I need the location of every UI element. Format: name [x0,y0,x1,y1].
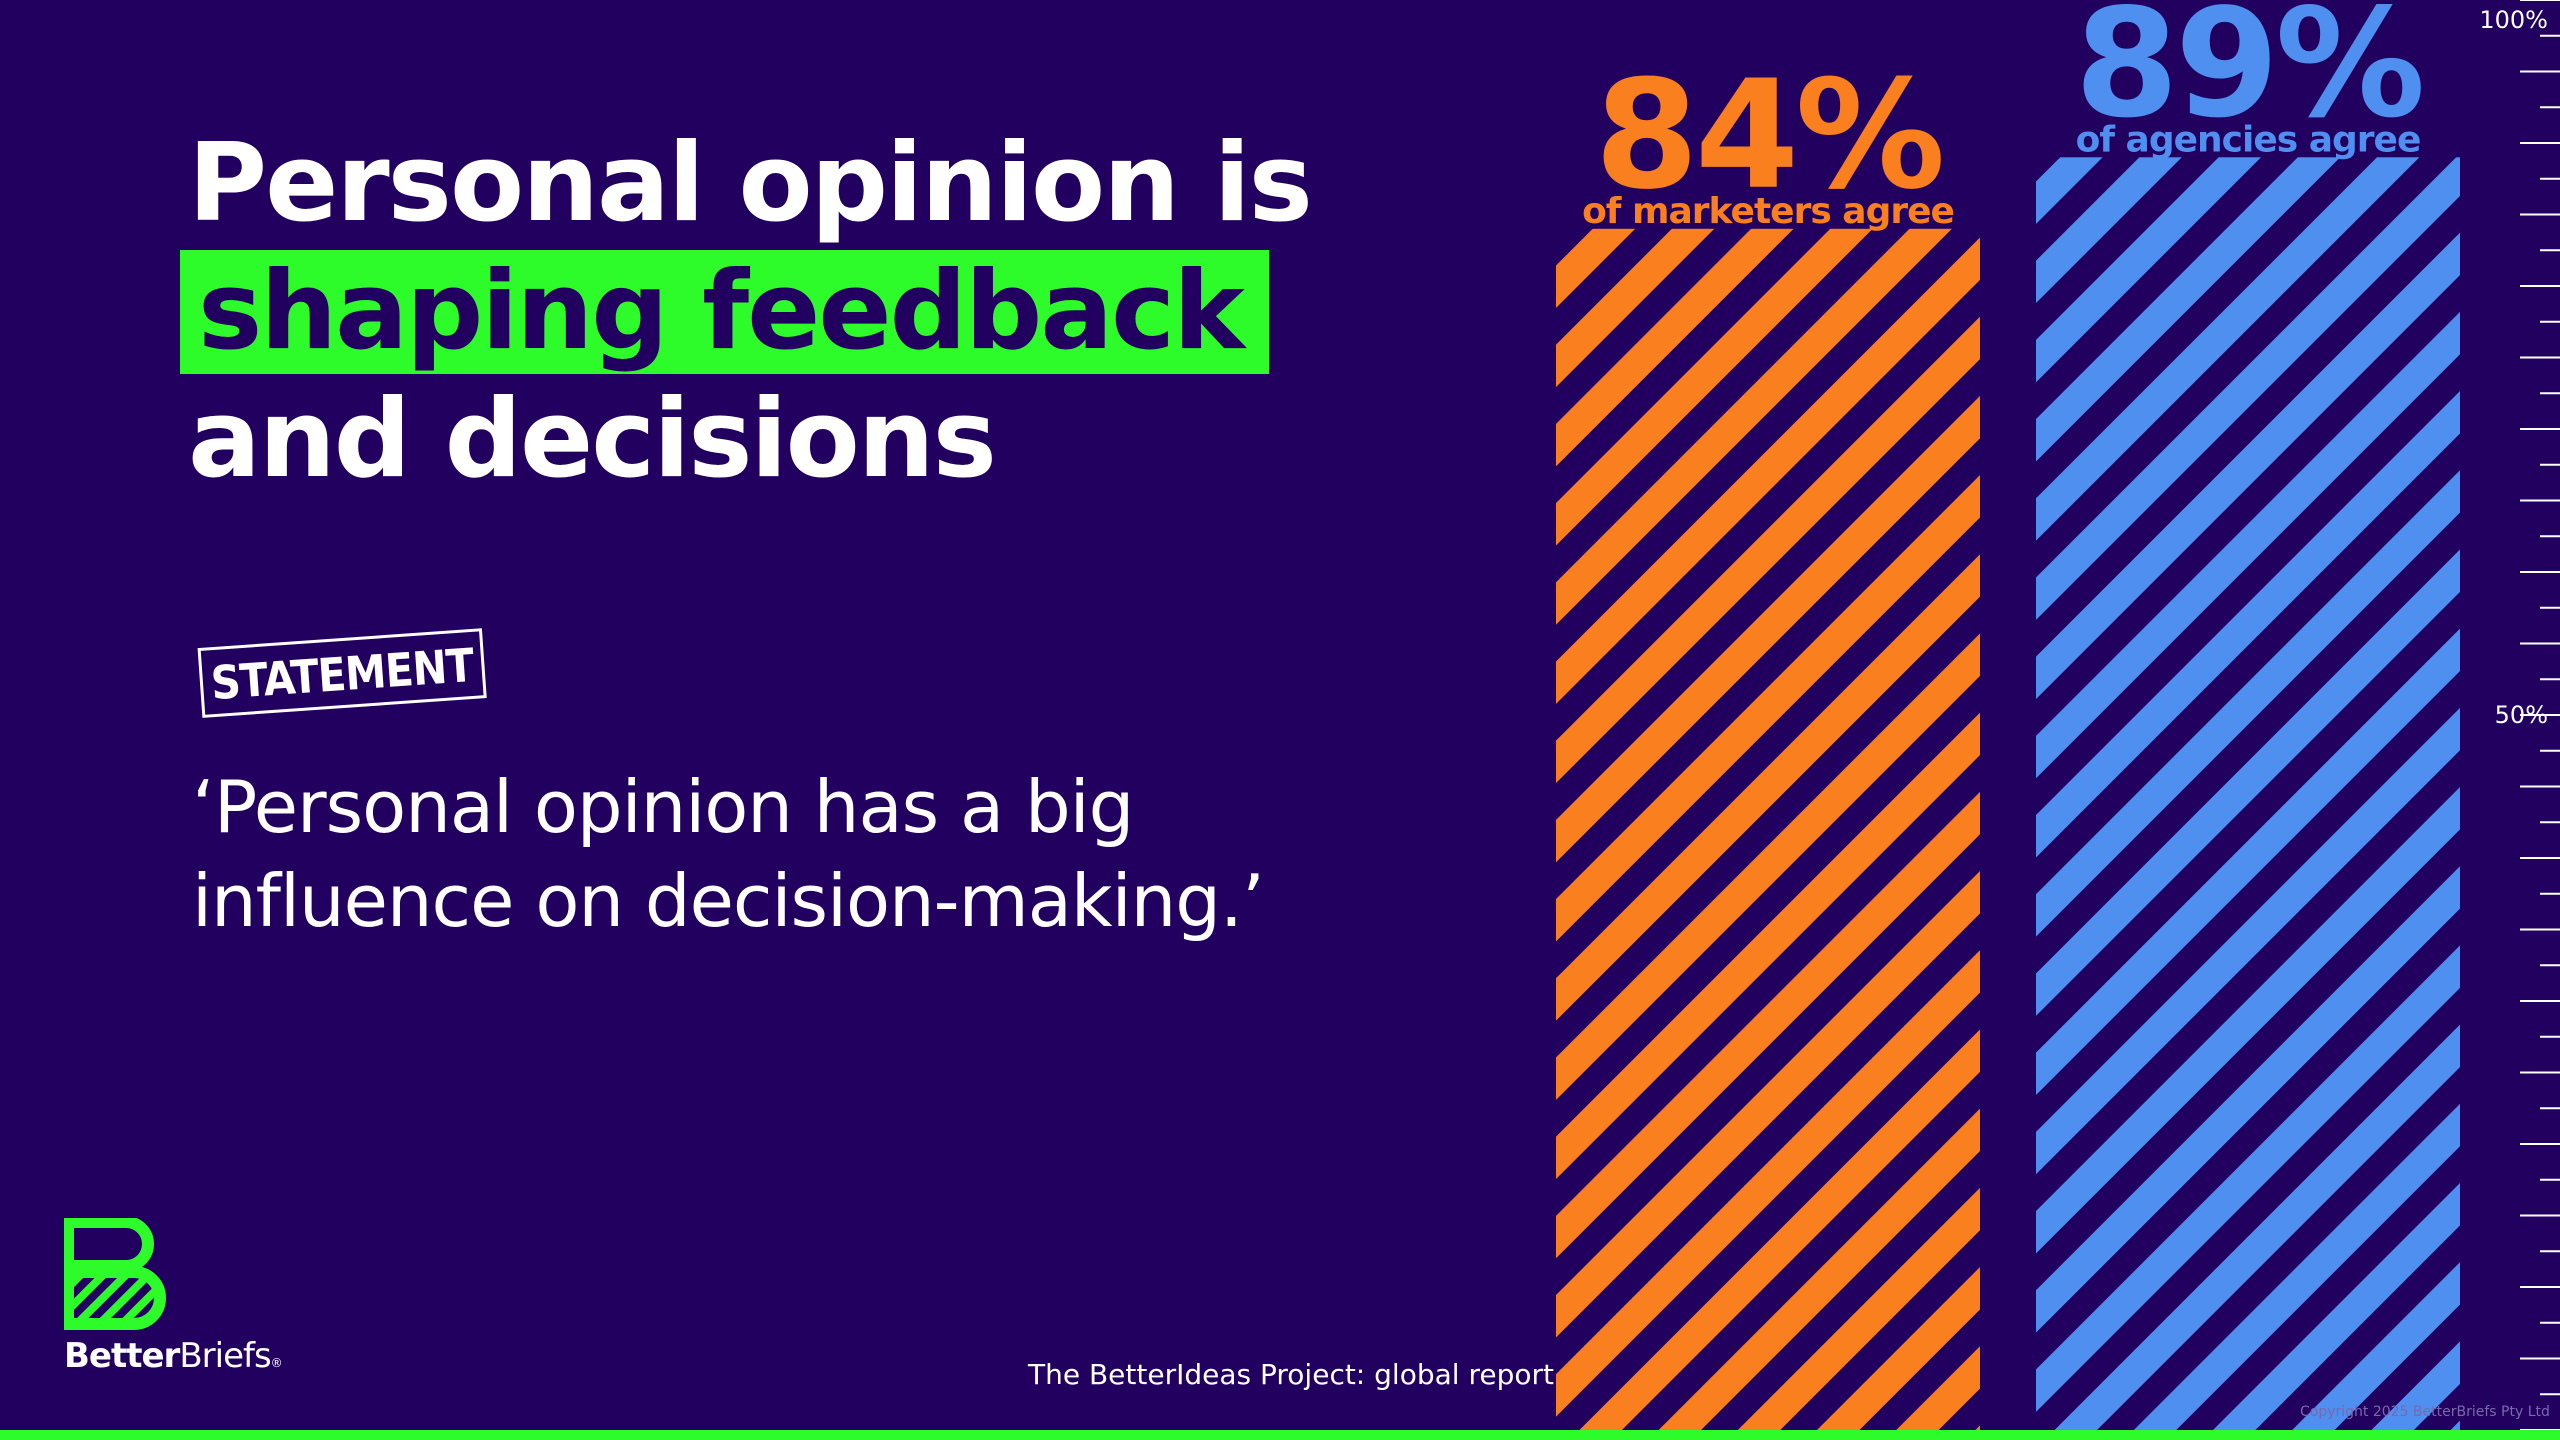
report-footer: The BetterIdeas Project: global report [1028,1358,1554,1391]
headline-line-1: Personal opinion is [188,121,1313,246]
category-label-marketers: of marketers agree [1582,191,1954,232]
betterbriefs-logo-icon [64,1218,166,1330]
headline: Personal opinion is shaping feedback and… [180,120,1313,504]
value-label-marketers: 84% [1594,49,1941,223]
axis-tick-label: 100% [2479,6,2548,34]
bar-agencies [2036,157,2460,1430]
statement-quote: ‘Personal opinion has a big influence on… [192,765,1265,943]
bar-marketers [1556,228,1980,1430]
copyright-notice: Copyright 2025 BetterBriefs Pty Ltd [2300,1404,2550,1420]
category-label-agencies: of agencies agree [2076,119,2421,160]
headline-highlight: shaping feedback [180,250,1269,374]
headline-line-3: and decisions [188,377,997,502]
axis-tick-label: 50% [2495,701,2548,729]
value-label-agencies: 89% [2074,0,2421,151]
brand-wordmark: BetterBriefs® [64,1336,283,1376]
bottom-accent-bar [0,1430,2560,1440]
